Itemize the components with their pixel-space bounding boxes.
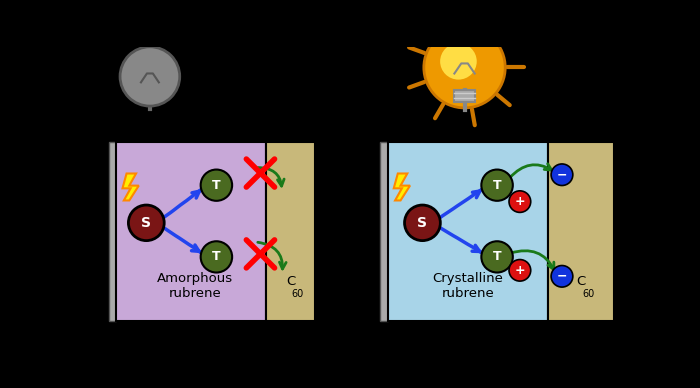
Text: S: S [417, 216, 428, 230]
Polygon shape [393, 173, 410, 201]
Polygon shape [122, 173, 139, 201]
Text: +: + [514, 264, 525, 277]
Ellipse shape [482, 241, 513, 272]
Bar [388, 142, 548, 321]
Text: T: T [493, 179, 501, 192]
Ellipse shape [482, 170, 513, 201]
Ellipse shape [201, 241, 232, 272]
Text: Crystalline
rubrene: Crystalline rubrene [433, 272, 503, 300]
Bar [109, 142, 116, 321]
Ellipse shape [424, 27, 505, 108]
Ellipse shape [551, 265, 573, 287]
Text: 60: 60 [582, 289, 594, 299]
Ellipse shape [128, 205, 164, 241]
Ellipse shape [201, 170, 232, 201]
Text: 60: 60 [291, 289, 304, 299]
Bar [142, 93, 158, 102]
Ellipse shape [405, 205, 440, 241]
Bar [548, 142, 614, 321]
Text: −: − [556, 168, 567, 181]
Bar [266, 142, 315, 321]
Text: T: T [212, 179, 220, 192]
Ellipse shape [551, 164, 573, 185]
Text: T: T [493, 250, 501, 263]
Text: C: C [576, 275, 586, 289]
Bar [381, 142, 388, 321]
Text: T: T [212, 250, 220, 263]
Text: C: C [286, 275, 295, 289]
Text: +: + [514, 195, 525, 208]
Text: S: S [141, 216, 151, 230]
Text: Amorphous
rubrene: Amorphous rubrene [158, 272, 233, 300]
Bar [454, 90, 475, 102]
Text: −: − [556, 270, 567, 283]
Ellipse shape [120, 47, 180, 106]
Ellipse shape [509, 260, 531, 281]
Ellipse shape [440, 43, 477, 80]
Bar [116, 142, 266, 321]
Ellipse shape [509, 191, 531, 212]
